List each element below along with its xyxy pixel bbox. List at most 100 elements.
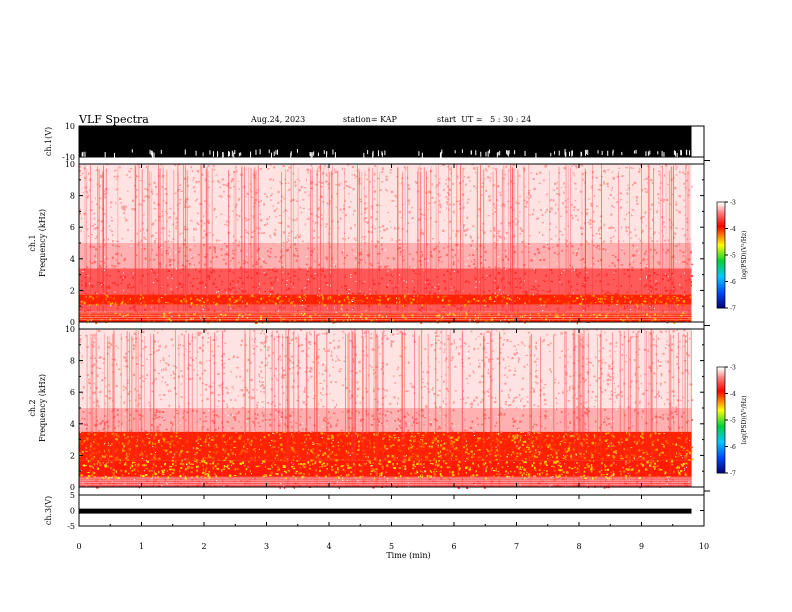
spectral-speck xyxy=(96,486,99,489)
spectral-speck xyxy=(519,316,522,318)
spectral-speck xyxy=(173,480,176,483)
spectral-speck xyxy=(194,295,197,297)
spectral-speck xyxy=(452,230,454,232)
spectral-speck xyxy=(645,177,648,180)
spectral-speck xyxy=(291,433,293,436)
spectral-speck xyxy=(117,304,121,306)
spectral-speck xyxy=(457,307,460,310)
spectral-speck xyxy=(190,476,193,479)
spectral-speck xyxy=(631,183,634,186)
spectral-speck xyxy=(288,287,290,290)
spectral-speck xyxy=(456,175,459,178)
spectral-speck xyxy=(197,304,200,307)
spectral-speck xyxy=(393,200,396,202)
spectral-speck xyxy=(487,176,490,179)
spectral-speck xyxy=(190,301,193,305)
spectral-speck xyxy=(317,456,320,458)
spectral-speck xyxy=(590,313,592,316)
spectral-speck xyxy=(346,254,348,257)
y-tick-label: 0 xyxy=(70,318,75,327)
spectral-speck xyxy=(299,268,302,270)
spectral-speck xyxy=(497,235,500,238)
spectral-speck xyxy=(550,268,553,272)
noise-speck xyxy=(307,279,309,281)
spectral-speck xyxy=(620,455,622,457)
spectral-speck xyxy=(293,271,296,273)
waveform-gap xyxy=(461,149,463,153)
spectral-speck xyxy=(229,437,231,440)
spectral-speck xyxy=(160,445,163,447)
spectral-speck xyxy=(189,306,192,309)
noise-speck xyxy=(465,242,467,244)
spectral-speck xyxy=(284,209,287,212)
spectral-speck xyxy=(322,298,324,301)
spectral-speck xyxy=(162,315,165,318)
noise-speck xyxy=(428,222,430,224)
noise-speck xyxy=(498,207,500,209)
spectral-speck xyxy=(534,253,536,256)
spectral-speck xyxy=(538,231,541,234)
spectral-speck xyxy=(341,251,343,254)
spectral-speck xyxy=(121,206,123,209)
spectral-speck xyxy=(548,210,552,213)
spectral-speck xyxy=(675,201,677,203)
spectral-speck xyxy=(95,321,98,324)
spectral-speck xyxy=(451,472,453,475)
spectral-speck xyxy=(284,303,287,305)
spectral-speck xyxy=(658,482,660,485)
spectral-speck xyxy=(434,175,437,177)
spectral-speck xyxy=(310,187,313,190)
spectral-speck xyxy=(689,296,691,298)
spectral-speck xyxy=(312,463,314,465)
spectral-speck xyxy=(438,250,441,253)
spectral-speck xyxy=(84,276,87,279)
spectral-speck xyxy=(88,297,90,299)
spectral-speck xyxy=(257,465,260,468)
noise-speck xyxy=(101,210,103,212)
noise-speck xyxy=(113,215,115,217)
spectral-speck xyxy=(219,320,221,322)
spectral-speck xyxy=(133,317,136,320)
spectral-speck xyxy=(215,452,218,455)
spectral-speck xyxy=(379,230,381,233)
spectral-speck xyxy=(373,442,375,445)
spectral-speck xyxy=(258,288,260,290)
noise-speck xyxy=(445,227,447,229)
spectral-speck xyxy=(552,189,556,191)
spectral-speck xyxy=(234,253,236,255)
spectral-speck xyxy=(224,224,226,226)
noise-speck xyxy=(165,236,167,238)
spectral-speck xyxy=(205,481,207,484)
spectral-speck xyxy=(371,226,374,229)
spectral-speck xyxy=(394,286,398,289)
noise-speck xyxy=(485,197,487,199)
spectral-speck xyxy=(418,445,422,448)
spectral-speck xyxy=(581,298,584,300)
spectral-speck xyxy=(527,448,530,450)
spectral-speck xyxy=(513,235,515,238)
spectral-speck xyxy=(229,268,231,271)
spectral-speck xyxy=(225,184,228,186)
noise-speck xyxy=(507,295,509,297)
spectral-speck xyxy=(591,295,594,297)
noise-speck xyxy=(195,197,197,199)
spectral-speck xyxy=(659,452,662,455)
noise-speck xyxy=(292,286,294,288)
spectral-speck xyxy=(581,306,583,308)
spectral-speck xyxy=(644,211,647,214)
spectral-speck xyxy=(470,244,473,247)
spectral-speck xyxy=(527,192,530,195)
spectral-speck xyxy=(582,227,584,230)
spectral-speck xyxy=(688,189,690,192)
spectral-speck xyxy=(601,242,603,245)
spectral-speck xyxy=(104,262,106,264)
noise-speck xyxy=(684,188,686,190)
y-tick-label: 6 xyxy=(70,223,75,232)
noise-speck xyxy=(544,225,546,227)
spectral-speck xyxy=(658,262,660,265)
spectral-speck xyxy=(110,206,112,208)
spectral-speck xyxy=(678,299,680,302)
spectral-speck xyxy=(319,466,321,469)
spectral-speck xyxy=(452,441,456,443)
waveform-gap xyxy=(680,149,682,156)
